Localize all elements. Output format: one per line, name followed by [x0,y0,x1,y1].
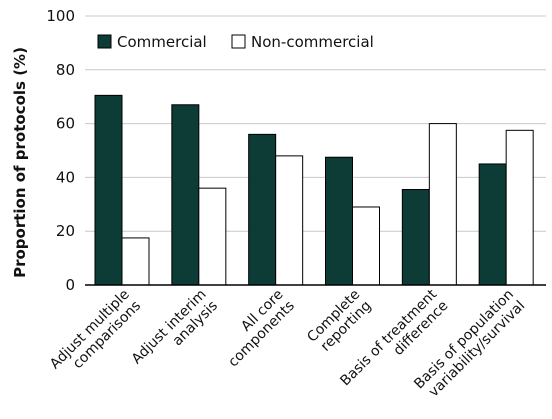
bar-non-commercial [428,123,457,286]
legend-label: Commercial [117,33,207,51]
x-tick-label: Adjust interimanalysis [129,287,221,379]
x-tick-label: Adjust multiplecomparisons [47,287,144,384]
legend-swatch-commercial [97,34,112,49]
bar-commercial [325,156,353,286]
bar-non-commercial [275,155,304,286]
bars [94,94,534,286]
y-tick-label: 60 [56,115,75,133]
bar-non-commercial [198,187,227,286]
legend-swatch-non-commercial [231,34,246,49]
y-tick-label: 40 [56,168,75,186]
x-tick-label: All corecomponents [214,287,298,371]
bar-non-commercial [121,237,150,286]
legend-label: Non-commercial [251,33,374,51]
bar-commercial [248,133,277,286]
bar-commercial [478,163,507,286]
y-tick-label: 0 [65,276,75,294]
y-tick-label: 20 [56,222,75,240]
x-tick-label: Completereporting [304,287,374,357]
bar-non-commercial [505,129,534,286]
y-tick-labels: 0 20 40 60 80 100 [46,7,75,294]
bar-non-commercial [352,206,380,286]
bar-commercial [171,104,200,286]
y-tick-label: 100 [46,7,75,25]
bar-commercial [401,189,430,286]
bar-commercial [94,94,123,286]
y-tick-label: 80 [56,61,75,79]
y-axis-label: Proportion of protocols (%) [11,47,29,278]
gridlines [85,15,546,232]
legend: Commercial Non-commercial [97,33,374,51]
